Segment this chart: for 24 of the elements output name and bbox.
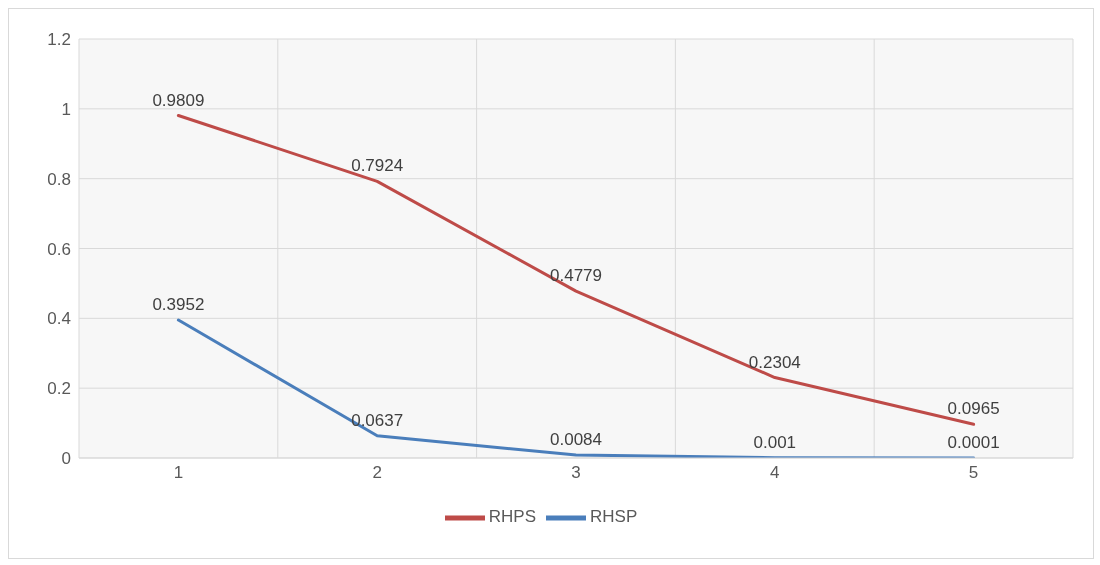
legend-label: RHPS [488, 507, 536, 527]
x-tick-label: 1 [173, 463, 184, 483]
data-label: 0.4779 [550, 266, 602, 286]
y-tick-label: 0.2 [47, 379, 71, 399]
y-tick-label: 0.4 [47, 309, 71, 329]
data-label: 0.3952 [152, 295, 205, 315]
y-tick-label: 1 [61, 99, 71, 119]
y-tick-label: 1.2 [47, 30, 71, 50]
x-tick-label: 4 [770, 463, 780, 483]
y-tick-label: 0.8 [47, 169, 71, 189]
y-tick-label: 0 [61, 449, 71, 469]
data-label: 0.0637 [351, 410, 404, 430]
data-label: 0.9809 [152, 90, 205, 110]
data-label: 0.7924 [351, 156, 404, 176]
x-tick-label: 5 [968, 463, 979, 483]
data-label: 0.0084 [550, 430, 602, 450]
data-label: 0.0001 [947, 432, 1000, 452]
x-tick-label: 3 [571, 463, 581, 483]
x-tick-label: 2 [372, 463, 382, 483]
data-label: 0.0965 [947, 399, 1000, 419]
data-label: 0.2304 [748, 352, 801, 372]
legend-label: RHSP [590, 507, 638, 527]
y-tick-label: 0.6 [47, 239, 71, 259]
data-label: 0.001 [753, 432, 797, 452]
